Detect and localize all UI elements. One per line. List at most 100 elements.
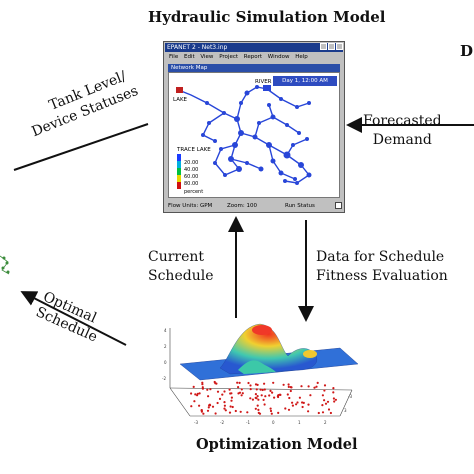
scatter-point — [260, 394, 263, 397]
forecasted-demand-label: Forecasted Demand — [363, 112, 442, 150]
scatter-point — [309, 394, 312, 397]
scatter-point — [202, 412, 205, 415]
scatter-point — [317, 411, 320, 415]
scatter-point — [289, 389, 292, 393]
epanet-title-bar: EPANET 2 - Net3.inp — [165, 43, 343, 52]
scatter-point — [291, 401, 294, 404]
optimization-model-title: Optimization Model — [196, 436, 358, 453]
trace-legend: TRACE LAKE 20.00 40.00 60.00 80.00 perce… — [176, 147, 211, 195]
scatter-point — [190, 405, 193, 408]
scatter-point — [221, 393, 224, 396]
scatter-point — [307, 385, 310, 388]
scatter-point — [249, 388, 252, 391]
scatter-point — [218, 397, 222, 400]
scatter-point — [287, 385, 290, 388]
scatter-point — [332, 391, 335, 394]
scatter-point — [313, 386, 316, 389]
legend-value: 80.00 — [184, 181, 198, 187]
scatter-point — [254, 393, 257, 396]
scatter-point — [192, 385, 195, 388]
scatter-point — [207, 406, 210, 409]
scatter-point — [238, 381, 241, 384]
scatter-point — [206, 409, 210, 412]
scatter-point — [216, 401, 219, 405]
scatter-point — [261, 388, 264, 392]
window-controls — [320, 43, 343, 50]
scatter-point — [211, 405, 215, 408]
scatter-point — [301, 405, 304, 409]
scatter-point — [282, 383, 285, 386]
scatter-point — [264, 395, 267, 398]
scatter-point — [209, 388, 212, 391]
scatter-point — [321, 404, 324, 407]
scatter-point — [201, 387, 204, 390]
scatter-point — [254, 383, 258, 386]
scatter-point — [327, 408, 331, 411]
scatter-point — [332, 387, 335, 390]
optimization-surface-plot: 4 2 0 -2 -3 -2 -1 0 1 2 3 -3 — [162, 323, 359, 425]
scatter-point — [228, 388, 231, 391]
scatter-point — [246, 411, 249, 414]
scatter-point — [269, 389, 272, 392]
scatter-point — [301, 401, 304, 404]
scatter-point — [239, 410, 242, 413]
scatter-point — [277, 411, 280, 414]
scatter-point — [257, 398, 260, 401]
svg-text:-1: -1 — [246, 420, 250, 425]
close-icon[interactable] — [336, 43, 343, 50]
scatter-point — [315, 385, 318, 388]
scatter-point — [263, 382, 266, 385]
scatter-point — [277, 395, 280, 399]
scatter-points — [190, 380, 337, 415]
scatter-point — [255, 388, 258, 391]
menu-project[interactable]: Project — [219, 54, 239, 60]
network-map-title: Network Map — [168, 64, 340, 72]
scatter-point — [323, 384, 327, 387]
scatter-point — [307, 403, 310, 406]
scatter-point — [323, 399, 326, 402]
pipe-network: LAKE RIVER TRACE LAKE 20.00 40.00 60.00 … — [173, 79, 312, 195]
svg-text:2: 2 — [324, 420, 327, 425]
scatter-point — [223, 404, 226, 407]
scatter-point — [231, 405, 234, 409]
scatter-point — [249, 397, 252, 400]
scatter-point — [254, 396, 257, 399]
legend-value: 20.00 — [184, 160, 198, 166]
scatter-point — [254, 407, 257, 410]
fitness-data-label: Data for Schedule Fitness Evaluation — [316, 248, 448, 286]
scatter-point — [286, 393, 289, 396]
scatter-point — [287, 383, 290, 386]
svg-text:-3: -3 — [194, 420, 198, 425]
menu-window[interactable]: Window — [267, 54, 290, 60]
menu-file[interactable]: File — [169, 54, 179, 60]
scatter-point — [268, 394, 271, 397]
legend-swatch-green — [177, 168, 181, 175]
resize-grip-icon[interactable] — [335, 202, 342, 209]
simulation-model-title: Hydraulic Simulation Model — [148, 8, 386, 26]
scatter-point — [228, 411, 232, 414]
maximize-icon[interactable] — [328, 43, 335, 50]
svg-text:0: 0 — [272, 420, 275, 425]
menu-view[interactable]: View — [200, 54, 214, 60]
scatter-point — [229, 405, 232, 408]
scatter-point — [214, 412, 217, 415]
menu-help[interactable]: Help — [295, 54, 308, 60]
forecast-label-line: Demand — [372, 132, 432, 148]
legend-title: TRACE LAKE — [176, 147, 211, 153]
current-schedule-label: Current Schedule — [148, 248, 213, 286]
legend-swatch-yellow — [177, 175, 181, 182]
menu-edit[interactable]: Edit — [183, 54, 195, 60]
scatter-point — [224, 409, 227, 412]
scatter-point — [216, 390, 220, 393]
scatter-point — [295, 403, 298, 406]
scatter-point — [287, 408, 291, 411]
scatter-point — [206, 388, 209, 391]
scatter-point — [237, 386, 240, 389]
scatter-point — [300, 385, 303, 388]
minimize-icon[interactable] — [320, 43, 327, 50]
cropped-network-fragment — [0, 255, 10, 275]
scatter-point — [236, 381, 239, 384]
svg-text:3: 3 — [344, 408, 347, 413]
scatter-point — [241, 392, 244, 395]
menu-report[interactable]: Report — [243, 54, 262, 60]
